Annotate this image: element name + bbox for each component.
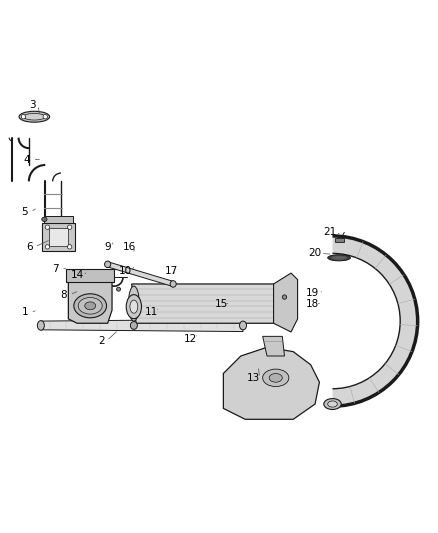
- Ellipse shape: [128, 286, 139, 321]
- Ellipse shape: [105, 261, 111, 268]
- Polygon shape: [223, 348, 319, 419]
- Ellipse shape: [240, 321, 247, 330]
- Ellipse shape: [263, 369, 289, 386]
- Bar: [335, 238, 344, 242]
- Text: 9: 9: [104, 242, 111, 252]
- Ellipse shape: [67, 225, 72, 229]
- Text: 7: 7: [52, 264, 59, 273]
- Polygon shape: [68, 271, 112, 323]
- Polygon shape: [42, 223, 75, 251]
- Text: 4: 4: [24, 155, 30, 165]
- Text: 2: 2: [98, 336, 104, 346]
- Text: 13: 13: [247, 373, 261, 383]
- Text: 16: 16: [123, 242, 136, 252]
- Ellipse shape: [45, 225, 49, 229]
- Polygon shape: [274, 273, 297, 332]
- Polygon shape: [132, 284, 278, 323]
- Ellipse shape: [21, 115, 25, 119]
- Ellipse shape: [324, 399, 341, 409]
- Text: 18: 18: [306, 298, 319, 309]
- Text: 21: 21: [324, 227, 337, 237]
- Ellipse shape: [283, 295, 287, 299]
- Text: 1: 1: [21, 308, 28, 317]
- Ellipse shape: [67, 245, 72, 249]
- Ellipse shape: [78, 297, 102, 314]
- Text: 5: 5: [21, 207, 28, 217]
- Ellipse shape: [332, 256, 347, 260]
- Polygon shape: [108, 262, 173, 287]
- Ellipse shape: [37, 321, 44, 330]
- Text: 11: 11: [145, 308, 158, 317]
- Ellipse shape: [19, 111, 49, 122]
- Text: 6: 6: [26, 242, 32, 252]
- Polygon shape: [332, 236, 417, 406]
- Polygon shape: [263, 336, 285, 356]
- Ellipse shape: [74, 294, 106, 318]
- Ellipse shape: [269, 374, 283, 382]
- Ellipse shape: [328, 255, 350, 261]
- Ellipse shape: [131, 321, 138, 329]
- Ellipse shape: [42, 217, 47, 222]
- Polygon shape: [41, 319, 243, 332]
- Ellipse shape: [126, 295, 141, 319]
- Text: 3: 3: [29, 100, 35, 110]
- Text: 17: 17: [164, 266, 177, 276]
- Ellipse shape: [130, 300, 138, 313]
- Ellipse shape: [45, 245, 49, 249]
- Ellipse shape: [85, 302, 95, 310]
- Text: 19: 19: [306, 288, 319, 298]
- Text: 8: 8: [61, 290, 67, 300]
- Text: 14: 14: [71, 270, 84, 280]
- Ellipse shape: [23, 114, 45, 120]
- Text: 20: 20: [308, 248, 321, 259]
- Text: 10: 10: [119, 266, 132, 276]
- Text: 12: 12: [184, 334, 197, 344]
- Ellipse shape: [328, 401, 337, 407]
- Text: 15: 15: [215, 298, 228, 309]
- Bar: [49, 228, 68, 246]
- Ellipse shape: [170, 281, 176, 287]
- Ellipse shape: [43, 115, 47, 119]
- Polygon shape: [44, 216, 73, 223]
- Polygon shape: [66, 269, 114, 282]
- Ellipse shape: [117, 287, 120, 291]
